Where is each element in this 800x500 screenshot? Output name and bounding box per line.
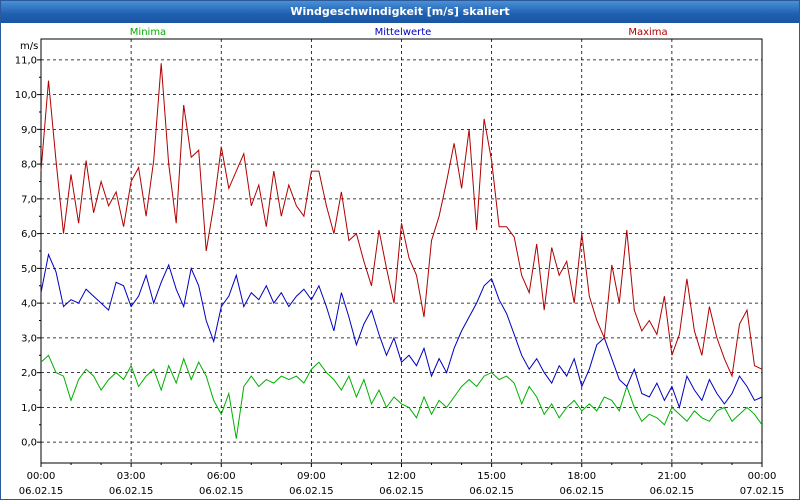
y-axis-label: m/s [20,41,38,52]
x-tick-date: 06.02.15 [650,486,695,497]
series-line-mittelwerte [40,252,763,410]
x-tick-time: 18:00 [567,471,596,482]
x-tick-date: 06.02.15 [289,486,334,497]
y-tick-label: 2,0 [21,368,37,379]
x-tick-time: 15:00 [477,471,506,482]
series-line-minima [40,354,763,439]
x-tick-date: 06.02.15 [559,486,604,497]
y-tick-label: 7,0 [21,194,37,205]
y-tick-label: 5,0 [21,264,37,275]
legend: Minima Mittelwerte Maxima [130,27,668,38]
y-tick-label: 11,0 [15,55,37,66]
legend-mittelwerte: Mittelwerte [375,27,432,38]
grid-lines [41,39,762,463]
wind-speed-chart: 0,0 1,0 2,0 3,0 4,0 5,0 6,0 7,0 8,0 9,0 10,0 11,0 0… [15,27,785,497]
legend-maxima: Maxima [628,27,667,38]
series-lines [40,63,763,439]
x-tick-date: 06.02.15 [199,486,244,497]
legend-minima: Minima [130,27,166,38]
x-tick-time: 00:00 [27,471,56,482]
y-tick-label: 10,0 [15,90,37,101]
x-tick-date: 06.02.15 [379,486,424,497]
x-tick-date: 07.02.15 [740,486,785,497]
y-tick-label: 6,0 [21,229,37,240]
x-tick-time: 06:00 [207,471,236,482]
y-tick-label: 3,0 [21,333,37,344]
x-tick-time: 03:00 [117,471,146,482]
x-tick-time: 09:00 [297,471,326,482]
x-tick-date: 06.02.15 [109,486,154,497]
x-tick-time: 21:00 [657,471,686,482]
window-title: Windgeschwindigkeit [m/s] skaliert [1,1,799,23]
x-axis-ticks: 00:00 06.02.15 03:00 06.02.15 06:00 06.02.15 0… [19,463,785,497]
y-tick-label: 0,0 [21,438,37,449]
series-line-maxima [40,63,763,378]
y-tick-label: 8,0 [21,160,37,171]
y-tick-label: 1,0 [21,403,37,414]
y-axis-ticks: 0,0 1,0 2,0 3,0 4,0 5,0 6,0 7,0 8,0 9,0 10,0 11,0 [15,55,41,449]
y-tick-label: 4,0 [21,299,37,310]
x-tick-date: 06.02.15 [19,486,64,497]
y-tick-label: 9,0 [21,125,37,136]
x-tick-date: 06.02.15 [469,486,514,497]
x-tick-time: 00:00 [748,471,777,482]
x-tick-time: 12:00 [387,471,416,482]
